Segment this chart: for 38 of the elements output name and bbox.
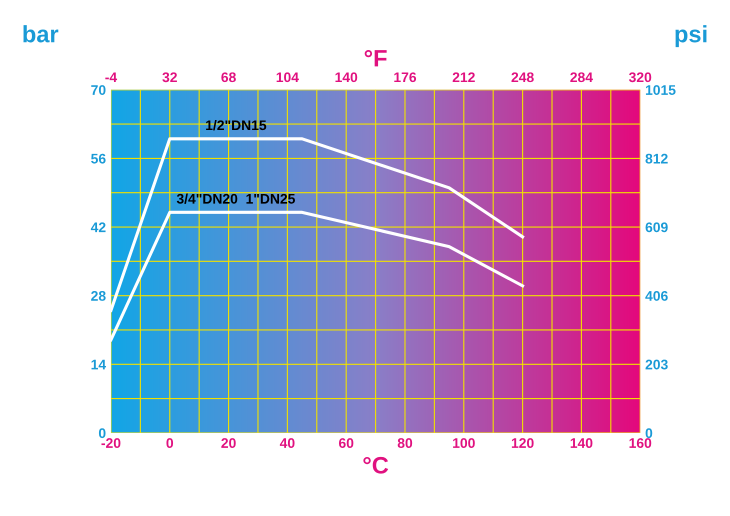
y2-tick-label: 406	[645, 291, 668, 301]
x-tick-label: 80	[398, 438, 412, 448]
x-tick-label: 120	[512, 438, 534, 448]
y2-tick-label: 1015	[646, 85, 676, 95]
x2-tick-label: 68	[221, 72, 236, 82]
x2-axis-title: °F	[364, 50, 387, 66]
x-tick-label: 0	[166, 438, 174, 448]
x2-tick-label: 248	[511, 72, 534, 82]
y2-tick-label: 0	[646, 428, 652, 438]
x-tick-label: -20	[101, 438, 120, 448]
y-axis-title: bar	[23, 25, 58, 42]
x-tick-label: 140	[570, 438, 592, 448]
y2-tick-label: 203	[646, 360, 668, 370]
y2-tick-label: 609	[646, 222, 668, 232]
x2-tick-label: 140	[335, 72, 358, 82]
y-tick-label: 70	[91, 85, 106, 95]
y-tick-label: 28	[91, 291, 106, 301]
x-tick-label: 160	[630, 438, 652, 448]
x-tick-label: 20	[221, 438, 236, 448]
x-tick-label: 40	[280, 438, 295, 448]
x2-tick-label: 104	[276, 72, 299, 82]
line-series	[110, 137, 524, 312]
x2-tick-label: 284	[570, 72, 593, 82]
x2-tick-label: -4	[105, 72, 118, 82]
x-tick-label: 60	[338, 438, 354, 448]
x-tick-label: 100	[453, 438, 475, 448]
y2-tick-label: 812	[646, 154, 668, 164]
x2-tick-label: 32	[162, 72, 177, 82]
y2-axis-title: psi	[676, 25, 706, 48]
y-tick-label: 0	[98, 428, 106, 438]
line-series	[110, 210, 524, 342]
y-tick-label: 42	[90, 222, 106, 232]
x2-tick-label: 212	[452, 72, 475, 82]
x2-tick-label: 320	[628, 72, 652, 82]
y-tick-label: 14	[92, 360, 106, 370]
x2-tick-label: 176	[394, 72, 416, 82]
x-axis-title: °C	[363, 456, 388, 474]
y-tick-label: 56	[91, 154, 106, 164]
